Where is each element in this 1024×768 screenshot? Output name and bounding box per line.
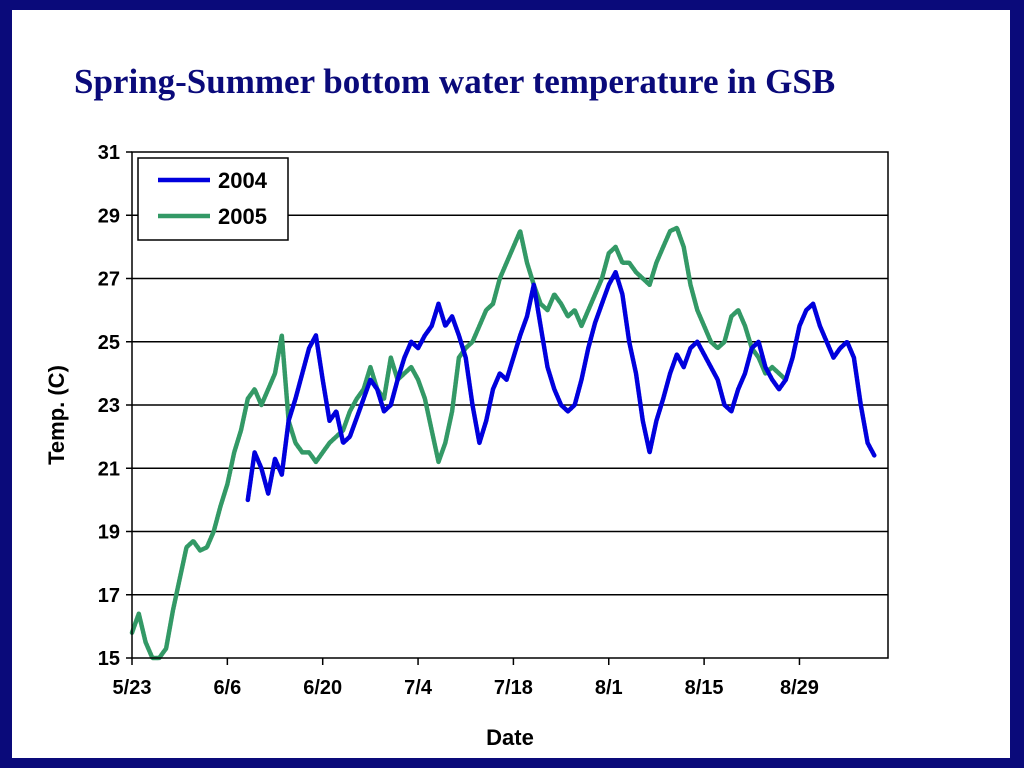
- x-tick-label: 7/18: [494, 677, 533, 699]
- y-tick-label: 21: [98, 458, 120, 480]
- legend-label-2005: 2005: [218, 204, 267, 229]
- y-tick-label: 23: [98, 395, 120, 417]
- x-tick-label: 8/1: [595, 677, 623, 699]
- series-line-2004: [245, 269, 877, 503]
- legend-box: [137, 157, 289, 241]
- y-tick-label: 27: [98, 269, 120, 291]
- slide: Spring-Summer bottom water temperature i…: [12, 10, 1010, 758]
- x-tick-label: 6/20: [303, 677, 342, 699]
- legend-label-2004: 2004: [218, 168, 268, 193]
- y-tick-label: 15: [98, 648, 120, 670]
- y-tick-label: 25: [98, 332, 120, 354]
- x-axis-ticks: 5/23 6/6 6/20 7/4 7/18 8/1 8/15 8/29: [113, 658, 819, 699]
- x-tick-label: 8/29: [780, 677, 819, 699]
- legend: 2004 2005: [137, 157, 289, 241]
- y-tick-label: 31: [98, 142, 120, 164]
- line-chart: 15 17 19 21 23 25 27 29 31 5/23 6/6 6/20 7/4 7/18 8/1…: [44, 142, 889, 750]
- x-tick-label: 8/15: [685, 677, 724, 699]
- series-line-2005: [129, 225, 789, 661]
- y-tick-label: 17: [98, 585, 120, 607]
- y-axis-label: Temp. (C): [44, 365, 69, 465]
- x-tick-label: 6/6: [213, 677, 241, 699]
- x-tick-label: 7/4: [404, 677, 433, 699]
- chart-title: Spring-Summer bottom water temperature i…: [74, 62, 836, 101]
- y-tick-label: 29: [98, 205, 120, 227]
- gridlines: [132, 214, 888, 596]
- y-tick-label: 19: [98, 522, 120, 544]
- x-tick-label: 5/23: [113, 677, 152, 699]
- series-lines: [129, 225, 877, 661]
- x-axis-label: Date: [486, 725, 534, 750]
- y-axis-ticks: 15 17 19 21 23 25 27 29 31: [98, 142, 132, 670]
